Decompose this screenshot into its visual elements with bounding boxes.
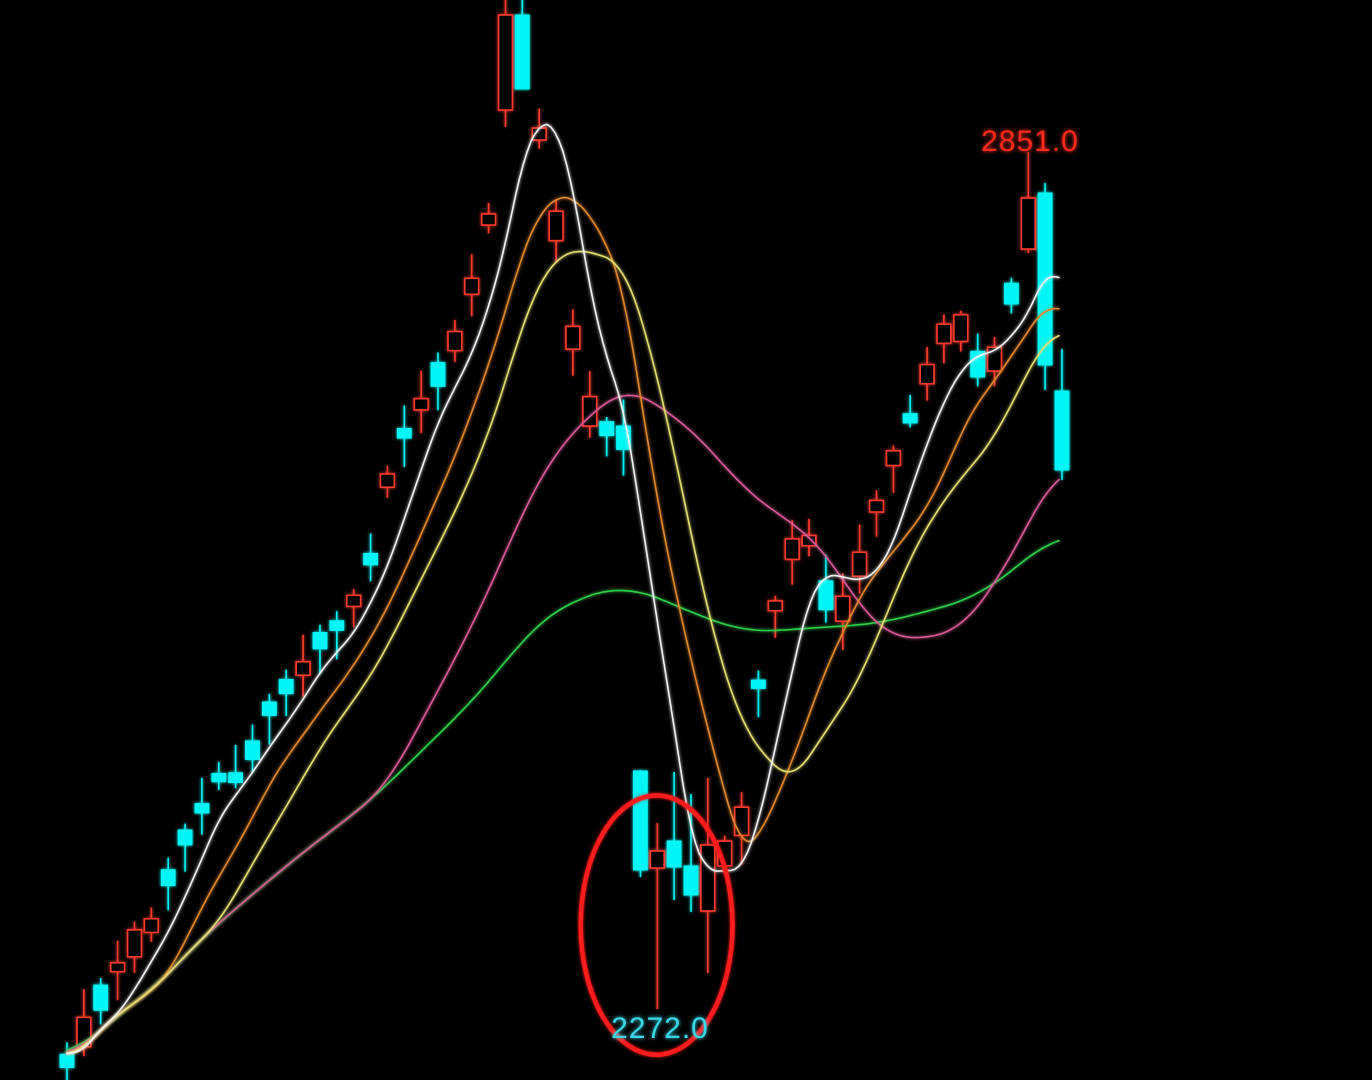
svg-text:2851.0: 2851.0 (981, 125, 1079, 158)
svg-text:2272.0: 2272.0 (611, 1012, 709, 1045)
